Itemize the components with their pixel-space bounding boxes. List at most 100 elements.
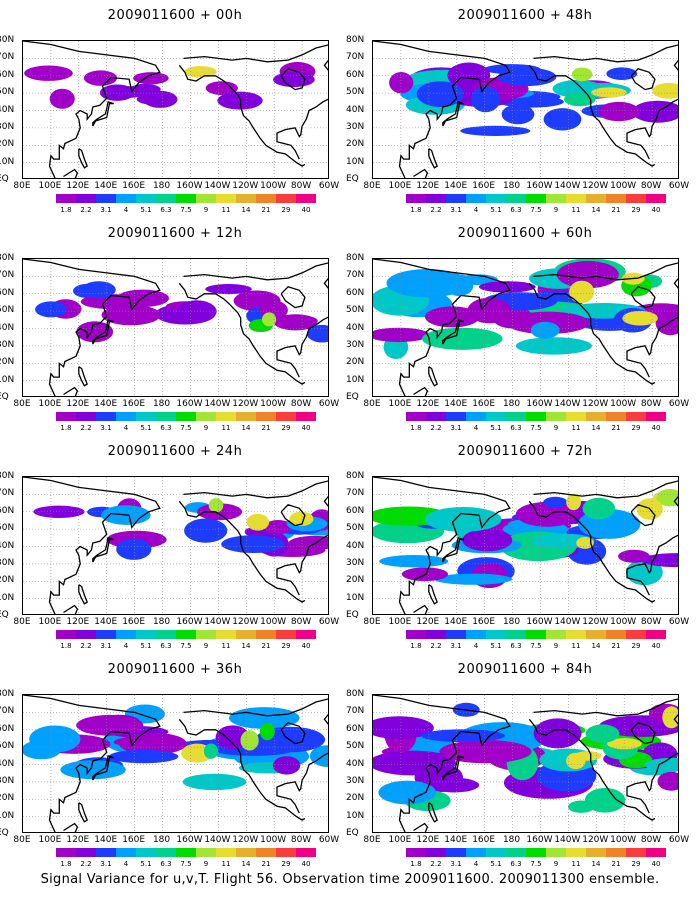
coastline xyxy=(280,68,306,91)
colorbar-label: 29 xyxy=(281,424,291,432)
colorbar-label: 2.2 xyxy=(430,424,442,432)
colorbar-label: 40 xyxy=(301,642,311,650)
longitude-label: 100E xyxy=(388,835,412,845)
colorbar-label: 9 xyxy=(203,860,209,868)
colorbar-swatch xyxy=(606,848,626,857)
colorbar-swatch xyxy=(466,412,486,421)
colorbar-label: 5.1 xyxy=(490,424,502,432)
colorbar-label: 6.3 xyxy=(160,642,172,650)
colorbar-label: 3.1 xyxy=(450,206,462,214)
longitude-label: 120W xyxy=(232,399,259,409)
colorbar-swatch xyxy=(76,630,96,639)
coastline xyxy=(23,259,161,396)
variance-contour xyxy=(428,777,480,793)
longitude-label: 100W xyxy=(260,181,287,191)
variance-maximum xyxy=(622,310,658,326)
colorbar-label: 9 xyxy=(553,642,559,650)
latitude-label: 50N xyxy=(346,523,365,534)
variance-contour xyxy=(217,91,263,110)
colorbar-swatch xyxy=(526,194,546,203)
colorbar-swatch xyxy=(606,194,626,203)
colorbar-swatch xyxy=(276,412,296,421)
latitude-label: 20N xyxy=(346,357,365,368)
variance-maximum xyxy=(576,537,594,549)
colorbar-swatch xyxy=(296,848,316,857)
latitude-label: 60N xyxy=(346,723,365,734)
variance-maximum xyxy=(585,724,620,743)
latitude-label: 10N xyxy=(346,592,365,603)
colorbar-swatch xyxy=(646,194,666,203)
map-panel: 2009011600 + 48h 80N 70N 60N 50N 40N 30N 20N 10N… xyxy=(346,0,700,218)
colorbar-label: 1.8 xyxy=(60,206,72,214)
colorbar-swatch xyxy=(466,194,486,203)
colorbar-label: 1.8 xyxy=(60,642,72,650)
colorbar-label: 6.3 xyxy=(510,642,522,650)
longitude-label: 120W xyxy=(582,835,609,845)
coastline xyxy=(280,722,306,745)
colorbar-swatch xyxy=(216,630,236,639)
variance-contour xyxy=(606,67,638,80)
coastline xyxy=(63,822,79,832)
variance-contour xyxy=(373,716,434,740)
coastline xyxy=(373,695,511,832)
colorbar-label: 21 xyxy=(261,206,271,214)
coastline xyxy=(92,536,114,563)
longitude-label: 100W xyxy=(260,617,287,627)
colorbar xyxy=(406,630,666,639)
longitude-label: 140E xyxy=(444,399,468,409)
latitude-label: EQ xyxy=(346,392,359,402)
longitude-label: 180 xyxy=(152,399,171,409)
colorbar-label: 3.1 xyxy=(100,206,112,214)
colorbar-label: 6.3 xyxy=(510,424,522,432)
latitude-label: 30N xyxy=(0,121,15,132)
latitude-label: 30N xyxy=(0,557,15,568)
colorbar-label: 14 xyxy=(241,424,251,432)
colorbar-swatch xyxy=(526,848,546,857)
longitude-label: 100E xyxy=(388,399,412,409)
variance-contour xyxy=(462,528,513,552)
longitude-label: 140E xyxy=(444,181,468,191)
colorbar-label: 11 xyxy=(221,860,231,868)
coastline xyxy=(413,386,429,396)
variance-contour xyxy=(434,573,513,585)
latitude-label: 40N xyxy=(346,322,365,333)
colorbar-swatch xyxy=(76,848,96,857)
coastline xyxy=(276,752,328,814)
variance-contour xyxy=(530,321,560,339)
variance-contour xyxy=(116,538,152,560)
longitude-label: 120W xyxy=(232,617,259,627)
colorbar-swatch xyxy=(296,630,316,639)
latitude-label: 40N xyxy=(0,540,15,551)
coastline xyxy=(442,754,464,781)
colorbar-label: 21 xyxy=(261,860,271,868)
coastline xyxy=(323,713,328,725)
longitude-label: 80W xyxy=(640,617,662,627)
variance-contour xyxy=(416,81,464,107)
longitude-label: 80W xyxy=(290,617,312,627)
coastline xyxy=(428,584,439,605)
colorbar-swatch xyxy=(156,630,176,639)
colorbar-swatch xyxy=(426,194,446,203)
coastline xyxy=(528,282,656,385)
variance-maximum xyxy=(662,706,678,729)
latitude-label: 10N xyxy=(0,810,15,821)
colorbar-label: 14 xyxy=(591,206,601,214)
colorbar-label: 7.5 xyxy=(530,642,542,650)
colorbar-swatch xyxy=(586,194,606,203)
map-panel: 2009011600 + 24h 80N 70N 60N 50N 40N 30N 20N 10N… xyxy=(0,436,350,654)
colorbar-label: 7.5 xyxy=(530,860,542,868)
longitude-label: 140E xyxy=(94,181,118,191)
latitude-label: 50N xyxy=(0,305,15,316)
coastline xyxy=(373,41,511,178)
colorbar-swatch xyxy=(296,412,316,421)
longitude-label: 140W xyxy=(204,617,231,627)
colorbar-swatch xyxy=(606,412,626,421)
longitude-label: 60W xyxy=(318,399,340,409)
longitude-label: 100W xyxy=(260,399,287,409)
colorbar-swatch xyxy=(426,412,446,421)
variance-contour xyxy=(60,760,126,780)
longitude-label: 120W xyxy=(232,835,259,845)
latitude-label: 20N xyxy=(346,139,365,150)
colorbar-swatch xyxy=(56,412,76,421)
longitude-label: 60W xyxy=(668,835,690,845)
